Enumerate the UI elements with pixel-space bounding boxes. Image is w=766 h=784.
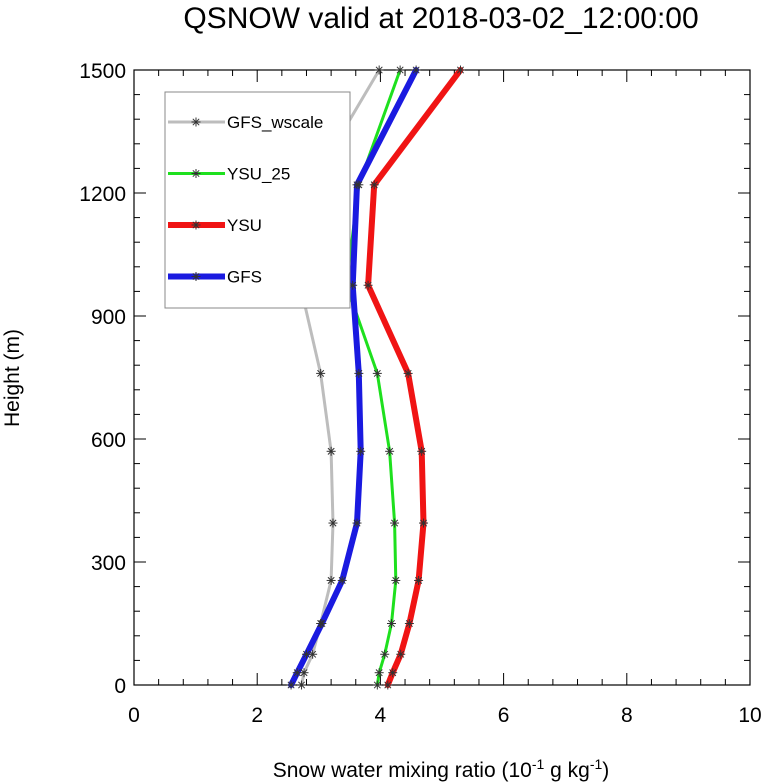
legend-marker (191, 272, 201, 281)
data-point-marker (374, 65, 384, 75)
data-point-marker (419, 518, 429, 528)
data-point-marker (372, 680, 382, 690)
legend-label: YSU_25 (227, 165, 290, 184)
x-axis-label-end: ) (602, 759, 609, 782)
data-point-marker (316, 368, 326, 378)
data-point-marker (317, 619, 327, 628)
plot-border (133, 69, 751, 686)
y-axis-label: Height (m) (1, 329, 24, 427)
x-tick-label: 10 (738, 704, 761, 727)
data-point-marker (404, 619, 414, 628)
y-axis: 0 300 600 900 1200 1500 (79, 60, 750, 698)
x-tick-label: 6 (498, 704, 510, 727)
y-tick-label: 0 (114, 675, 126, 698)
data-point-marker (286, 680, 296, 690)
plot-frame (133, 69, 751, 686)
x-tick-label: 0 (128, 704, 140, 727)
data-point-marker (411, 65, 421, 75)
data-point-marker (326, 575, 336, 585)
legend-marker (191, 117, 201, 127)
x-axis-label-mid: g kg (544, 759, 590, 782)
y-tick-label: 1500 (79, 60, 126, 83)
x-axis: 0 2 4 6 8 10 (128, 70, 762, 727)
legend-marker (191, 220, 201, 230)
x-axis-label-sup2: -1 (590, 756, 603, 772)
legend-label: GFS (227, 268, 262, 287)
chart-title: QSNOW valid at 2018-03-02_12:00:00 (183, 2, 698, 35)
data-point-marker (372, 368, 382, 378)
data-point-marker (455, 65, 465, 75)
x-axis-label-main: Snow water mixing ratio (10 (273, 759, 532, 782)
data-point-marker (417, 446, 427, 456)
data-point-marker (363, 280, 373, 290)
data-point-marker (414, 575, 424, 585)
y-tick-label: 600 (91, 429, 126, 452)
data-point-marker (374, 668, 384, 678)
data-point-marker (386, 619, 396, 628)
y-tick-label: 900 (91, 306, 126, 329)
data-point-marker (383, 680, 393, 690)
x-axis-label-sup1: -1 (532, 756, 545, 772)
data-point-marker (301, 649, 311, 659)
data-point-marker (380, 649, 390, 659)
data-point-marker (352, 518, 362, 528)
legend-label: YSU (227, 216, 262, 235)
data-point-marker (403, 368, 413, 378)
legend: GFS_wscale YSU_25 YSU GFS (164, 91, 351, 309)
data-point-marker (328, 518, 338, 528)
data-point-marker (297, 680, 307, 690)
data-point-marker (337, 575, 347, 585)
data-point-marker (292, 668, 302, 678)
data-point-marker (369, 180, 379, 190)
data-point-marker (391, 575, 401, 585)
data-point-marker (356, 446, 366, 456)
y-tick-label: 300 (91, 552, 126, 575)
x-axis-label: Snow water mixing ratio (10-1 g kg-1) (273, 756, 610, 782)
x-tick-label: 2 (251, 704, 263, 727)
series-line (365, 67, 464, 688)
legend-marker (191, 169, 201, 178)
data-point-marker (395, 65, 405, 75)
x-tick-label: 4 (375, 704, 387, 727)
legend-label: GFS_wscale (227, 113, 323, 132)
x-tick-label: 8 (621, 704, 633, 727)
data-point-marker (385, 446, 395, 456)
data-point-marker (388, 668, 398, 678)
data-point-marker (396, 649, 406, 659)
data-point-marker (354, 368, 364, 378)
data-point-marker (326, 446, 336, 456)
data-point-marker (352, 180, 362, 190)
data-point-marker (348, 280, 358, 290)
y-tick-label: 1200 (79, 183, 126, 206)
data-point-marker (390, 518, 400, 528)
